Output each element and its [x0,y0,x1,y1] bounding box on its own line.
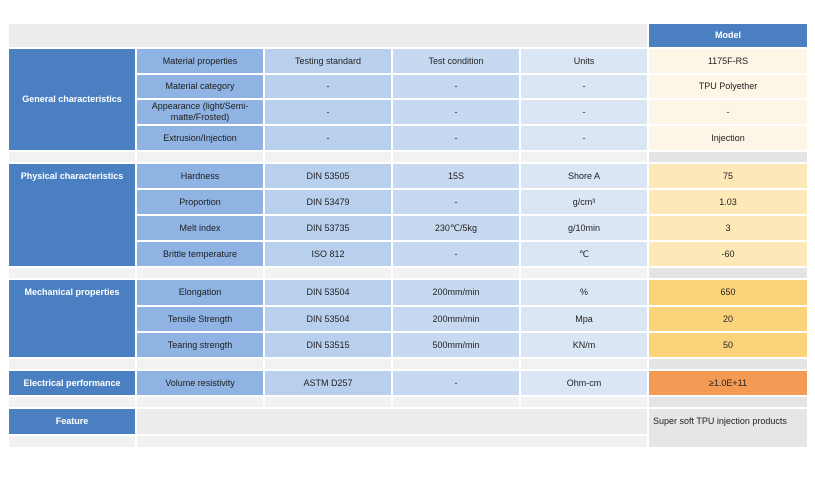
condition-cell: - [393,371,519,395]
units-cell: g/10min [521,216,647,240]
table-row: General characteristics Material propert… [9,49,807,150]
value-cell: 3 [649,216,807,240]
table-row: Electrical performance Volume resistivit… [9,371,807,395]
table-row: Tearing strength DIN 53515 500mm/min KN/… [9,333,807,357]
value-cell: 650 [649,280,807,305]
table-row: Feature Super soft TPU injection product… [9,409,807,447]
feature-tail-row [9,436,807,447]
table-row: Tensile Strength DIN 53504 200mm/min Mpa… [9,307,807,331]
standard-cell: ASTM D257 [265,371,391,395]
table-row: Appearance (light/Semi-matte/Frosted) - … [9,100,807,124]
property-label: Hardness [137,164,263,188]
column-header-property: Material properties [137,49,263,73]
units-cell: % [521,280,647,305]
column-header-condition: Test condition [393,49,519,73]
units-cell: - [521,126,647,150]
column-header-standard: Testing standard [265,49,391,73]
table-row: Material category - - - TPU Polyether [9,75,807,98]
condition-cell: 230℃/5kg [393,216,519,240]
property-label: Volume resistivity [137,371,263,395]
table-row: Physical characteristics Hardness DIN 53… [9,164,807,266]
units-cell: ℃ [521,242,647,266]
units-cell: Ohm-cm [521,371,647,395]
condition-cell: 200mm/min [393,307,519,331]
section-title-physical: Physical characteristics [9,164,135,266]
value-cell: 75 [649,164,807,188]
specification-table: Model General characteristics Material p… [7,22,809,449]
condition-cell: - [393,100,519,124]
standard-cell: DIN 53504 [265,280,391,305]
property-label: Proportion [137,190,263,214]
condition-cell: - [393,75,519,98]
model-header: Model [649,24,807,47]
units-cell: - [521,75,647,98]
feature-spacer [137,409,647,434]
value-cell: 50 [649,333,807,357]
feature-value: Super soft TPU injection products [649,409,807,447]
standard-cell: DIN 53735 [265,216,391,240]
units-cell: g/cm³ [521,190,647,214]
condition-cell: - [393,190,519,214]
spacer-row [9,268,807,278]
value-cell: Injection [649,126,807,150]
units-cell: Mpa [521,307,647,331]
property-label: Brittle temperature [137,242,263,266]
model-header-row: Model [9,24,807,47]
value-cell: -60 [649,242,807,266]
value-cell: ≥1.0E+11 [649,371,807,395]
condition-cell: - [393,126,519,150]
value-cell: 20 [649,307,807,331]
property-label: Material category [137,75,263,98]
condition-cell: 500mm/min [393,333,519,357]
section-title-mechanical: Mechanical properties [9,280,135,357]
section-title-feature: Feature [9,409,135,434]
section-title-general: General characteristics [9,49,135,150]
property-label: Tearing strength [137,333,263,357]
property-label: Tensile Strength [137,307,263,331]
property-label: Melt index [137,216,263,240]
property-label: Extrusion/Injection [137,126,263,150]
units-cell: Shore A [521,164,647,188]
condition-cell: 15S [393,164,519,188]
standard-cell: - [265,75,391,98]
property-label: Elongation [137,280,263,305]
standard-cell: ISO 812 [265,242,391,266]
property-label: Appearance (light/Semi-matte/Frosted) [137,100,263,124]
table-row: Extrusion/Injection - - - Injection [9,126,807,150]
standard-cell: DIN 53505 [265,164,391,188]
standard-cell: - [265,126,391,150]
header-spacer [9,24,647,47]
column-header-model: 1175F-RS [649,49,807,73]
standard-cell: DIN 53515 [265,333,391,357]
section-title-electrical: Electrical performance [9,371,135,395]
table-row: Proportion DIN 53479 - g/cm³ 1.03 [9,190,807,214]
value-cell: - [649,100,807,124]
value-cell: 1.03 [649,190,807,214]
spacer-row [9,152,807,162]
column-header-units: Units [521,49,647,73]
standard-cell: DIN 53479 [265,190,391,214]
spacer-row [9,359,807,369]
standard-cell: - [265,100,391,124]
table-row: Melt index DIN 53735 230℃/5kg g/10min 3 [9,216,807,240]
value-cell: TPU Polyether [649,75,807,98]
table-row: Mechanical properties Elongation DIN 535… [9,280,807,357]
condition-cell: - [393,242,519,266]
condition-cell: 200mm/min [393,280,519,305]
units-cell: - [521,100,647,124]
table-row: Brittle temperature ISO 812 - ℃ -60 [9,242,807,266]
spacer-row [9,397,807,407]
standard-cell: DIN 53504 [265,307,391,331]
units-cell: KN/m [521,333,647,357]
